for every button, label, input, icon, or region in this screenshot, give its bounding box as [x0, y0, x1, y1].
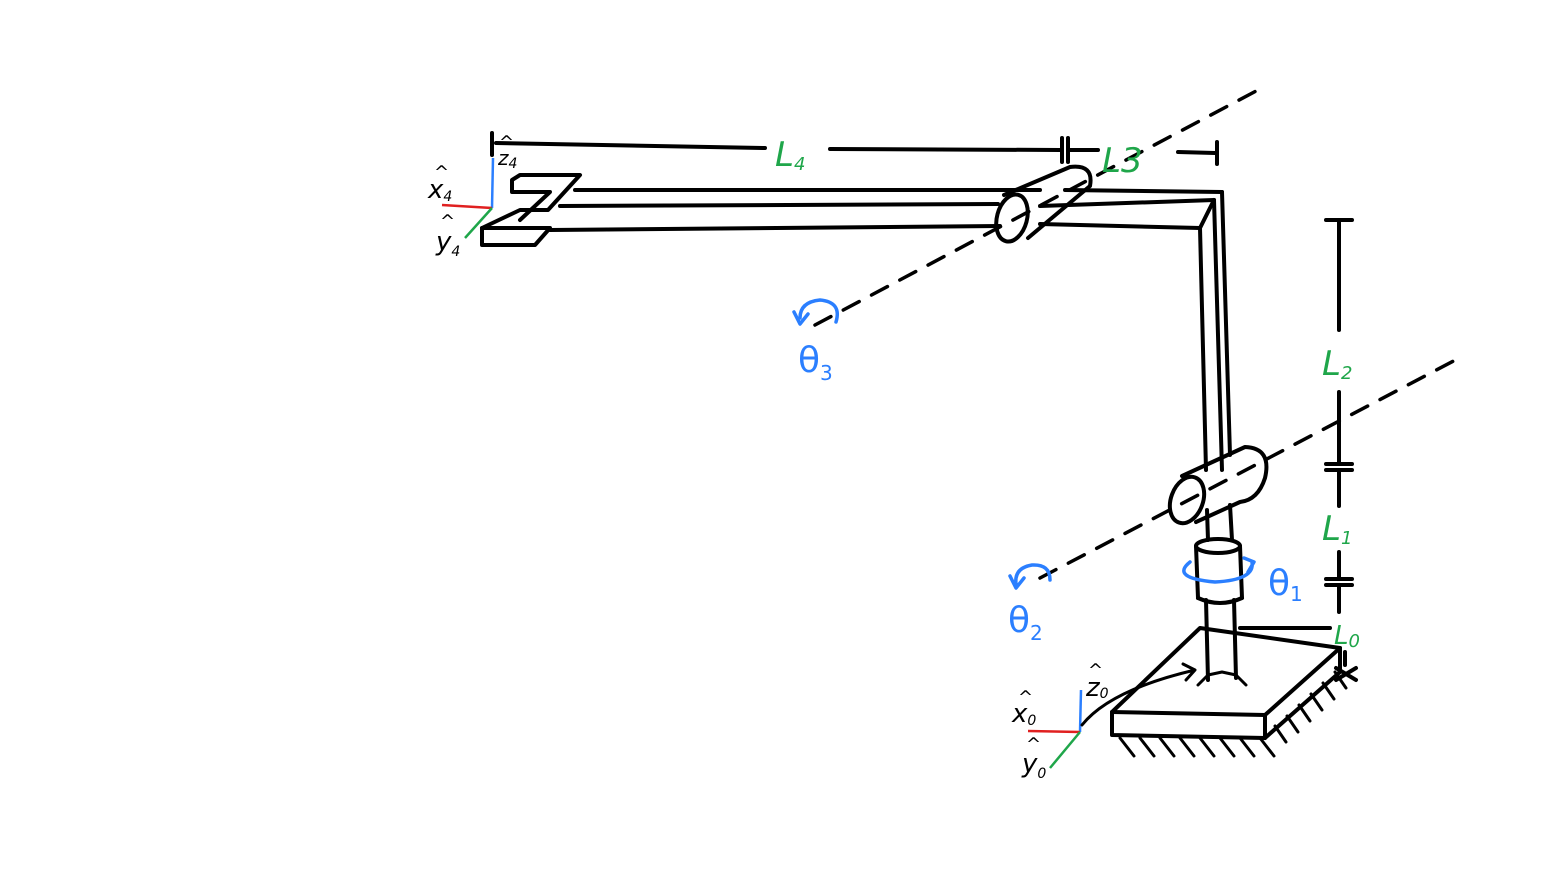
theta1-rotation-arrow [1182, 556, 1256, 584]
frame4-z-label: z4 [497, 146, 517, 172]
label-l3: L3 [1102, 141, 1143, 181]
joint2-cylinder [1167, 445, 1269, 526]
joint2-axis-dashed [1038, 353, 1467, 580]
frame4-z-hat: ^ [499, 132, 514, 153]
frame0-y-hat: ^ [1026, 734, 1041, 755]
dimension-l4 [490, 131, 1064, 164]
label-l2: L2 [1322, 344, 1352, 384]
dimension-l3 [1066, 136, 1219, 166]
frame-0-axes [1027, 689, 1083, 769]
label-theta1: θ1 [1268, 563, 1303, 606]
theta2-rotation-arrow [1008, 563, 1052, 590]
frame4-x-hat: ^ [434, 162, 449, 183]
label-l4: L4 [775, 135, 805, 175]
frame0-z-hat: ^ [1088, 660, 1103, 681]
base-column [1196, 598, 1248, 687]
ground-hatching [1118, 670, 1348, 758]
label-theta2: θ2 [1008, 600, 1043, 645]
link-2 [1198, 190, 1232, 472]
joint3-cylinder [994, 164, 1093, 244]
link-4 [548, 188, 1042, 232]
label-theta3: θ3 [798, 340, 833, 385]
label-l1: L1 [1322, 509, 1352, 549]
base-frame-pointer-arrow [1080, 662, 1197, 727]
frame0-y-label: y0 [1021, 749, 1046, 782]
label-l0: L0 [1334, 621, 1360, 652]
frame4-y-label: y4 [435, 227, 460, 260]
theta3-rotation-arrow [792, 298, 839, 326]
joint3-axis-dashed [813, 88, 1260, 327]
frame4-x-label: x4 [427, 175, 452, 205]
dimension-l2-l1-l0 [1238, 218, 1358, 682]
link-3 [1038, 188, 1224, 230]
frame4-y-hat: ^ [440, 211, 455, 232]
frame0-x-hat: ^ [1018, 687, 1033, 708]
gripper [480, 173, 582, 247]
frame0-z-label: z0 [1085, 673, 1109, 703]
frame-4-axes [441, 157, 495, 239]
joint1-cylinder [1194, 503, 1244, 605]
frame0-x-label: x0 [1011, 699, 1036, 729]
